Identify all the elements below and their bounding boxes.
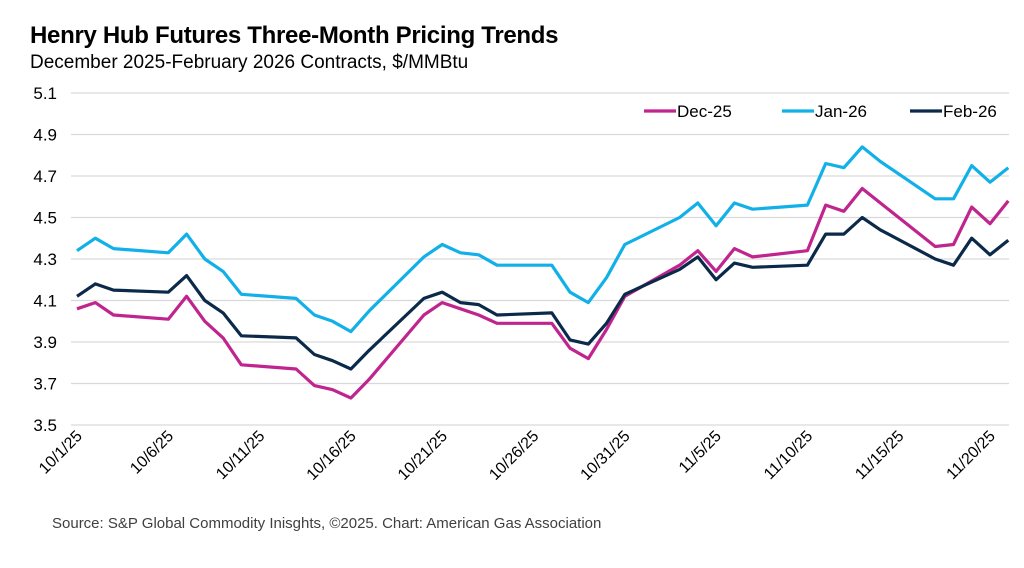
y-tick-label: 5.1	[33, 84, 57, 103]
legend-item-jan-26: Jan-26	[782, 102, 867, 121]
y-tick-label: 3.7	[33, 375, 57, 394]
legend-label: Feb-26	[943, 102, 997, 121]
x-tick-label: 10/1/25	[36, 428, 86, 478]
y-tick-label: 4.5	[33, 209, 57, 228]
y-tick-label: 4.1	[33, 292, 57, 311]
gridlines	[71, 92, 1009, 426]
source-note: Source: S&P Global Commodity Inisghts, ©…	[52, 515, 602, 532]
series-line-dec-25	[76, 186, 1010, 400]
legend: Dec-25 Jan-26 Feb-26	[644, 102, 997, 121]
x-tick-label: 10/11/25	[213, 428, 268, 483]
x-tick-label: 10/16/25	[304, 428, 360, 484]
series-lines	[76, 145, 1010, 400]
x-tick-label: 10/21/25	[395, 428, 451, 484]
x-tick-label: 11/20/25	[944, 428, 999, 483]
y-tick-label: 4.7	[33, 167, 57, 186]
legend-label: Jan-26	[815, 102, 867, 121]
y-tick-label: 4.9	[33, 126, 57, 145]
x-tick-label: 10/6/25	[127, 428, 177, 478]
x-tick-label: 10/26/25	[486, 428, 542, 484]
legend-item-feb-26: Feb-26	[910, 102, 997, 121]
chart-title: Henry Hub Futures Three-Month Pricing Tr…	[30, 22, 559, 49]
y-tick-label: 3.5	[33, 416, 57, 435]
x-tick-label: 10/31/25	[578, 428, 634, 484]
y-axis-ticks: 5.1 4.9 4.7 4.5 4.3 4.1 3.9 3.7 3.5	[33, 84, 57, 435]
legend-item-dec-25: Dec-25	[644, 102, 732, 121]
y-tick-label: 4.3	[33, 250, 57, 269]
series-line-jan-26	[76, 145, 1010, 334]
series-line-feb-26	[76, 215, 1010, 371]
x-tick-label: 11/5/25	[676, 428, 725, 477]
x-tick-label: 11/10/25	[761, 428, 816, 483]
x-tick-label: 11/15/25	[852, 428, 907, 483]
y-tick-label: 3.9	[33, 333, 57, 352]
x-axis-ticks: 10/1/25 10/6/25 10/11/25 10/16/25 10/21/25 10…	[36, 428, 999, 484]
chart-subtitle: December 2025-February 2026 Contracts, $…	[30, 52, 469, 73]
legend-label: Dec-25	[677, 102, 732, 121]
